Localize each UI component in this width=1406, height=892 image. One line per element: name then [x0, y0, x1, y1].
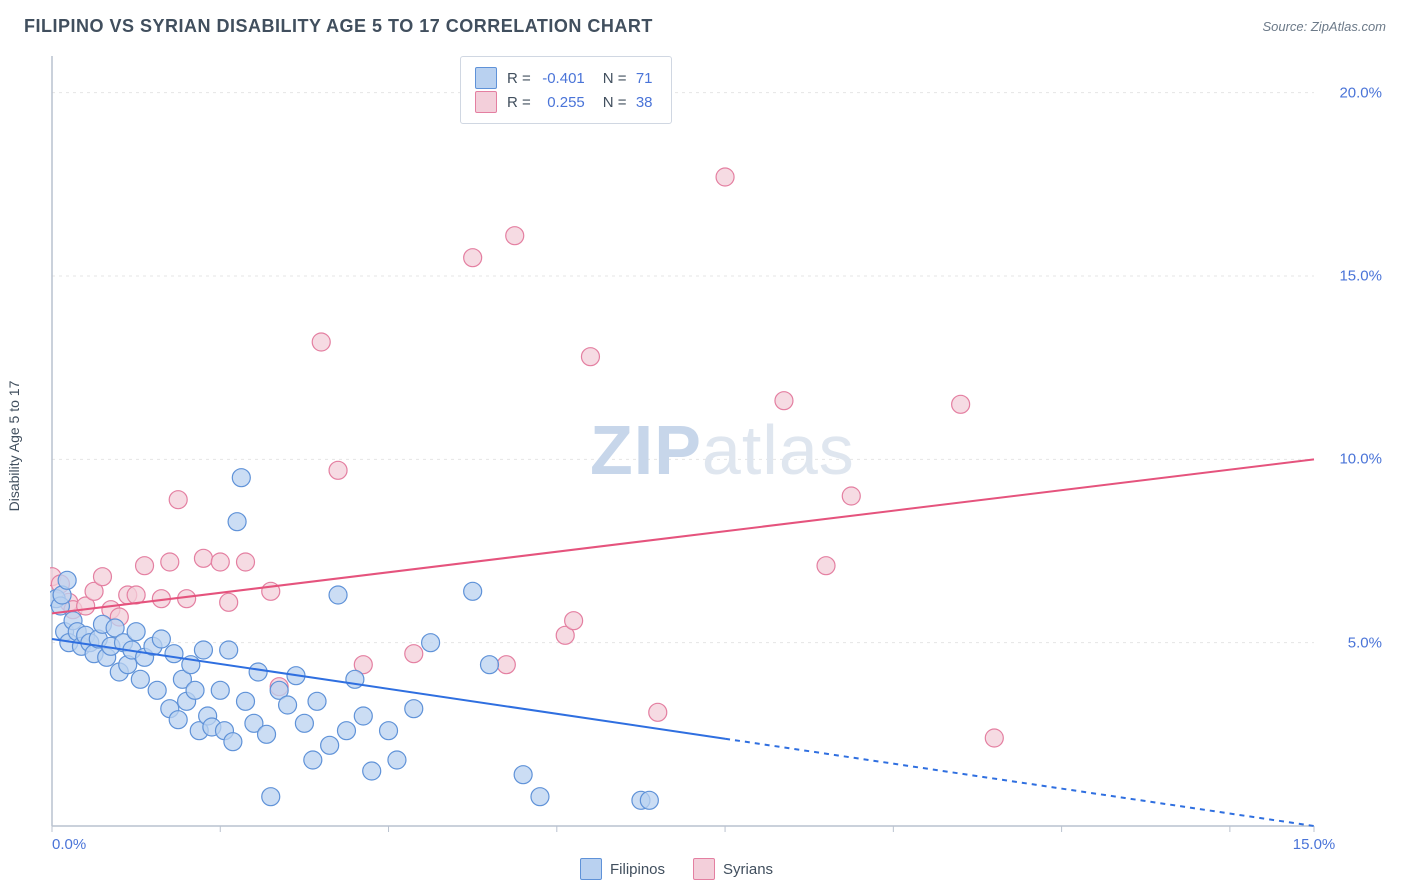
stat-n-label: N = — [603, 94, 627, 111]
stat-row-filipinos: R =-0.401 N =71 — [475, 67, 657, 89]
y-tick-label: 15.0% — [1339, 268, 1382, 285]
legend-label-filipinos: Filipinos — [610, 861, 665, 878]
stat-swatch-syrians — [475, 91, 497, 113]
stat-swatch-filipinos — [475, 67, 497, 89]
bottom-legend: Filipinos Syrians — [580, 858, 773, 880]
legend-swatch-syrians — [693, 858, 715, 880]
stat-r-label: R = — [507, 70, 531, 87]
scatter-chart-svg — [50, 50, 1386, 832]
x-tick-label: 15.0% — [1293, 836, 1336, 853]
chart-title: FILIPINO VS SYRIAN DISABILITY AGE 5 TO 1… — [24, 16, 653, 37]
x-tick-labels: 0.0% 15.0% — [50, 836, 1386, 856]
y-axis-label: Disability Age 5 to 17 — [6, 381, 22, 512]
y-tick-label: 20.0% — [1339, 84, 1382, 101]
y-tick-label: 10.0% — [1339, 451, 1382, 468]
legend-item-syrians: Syrians — [693, 858, 773, 880]
stat-n-value-filipinos: 71 — [627, 70, 657, 87]
stat-n-value-syrians: 38 — [627, 94, 657, 111]
stat-n-label: N = — [603, 70, 627, 87]
stat-r-label: R = — [507, 94, 531, 111]
chart-area: ZIPatlas R =-0.401N =71R =0.255N =38 5.0… — [50, 50, 1386, 832]
stat-r-value-syrians: 0.255 — [531, 94, 589, 111]
stat-r-value-filipinos: -0.401 — [531, 70, 589, 87]
legend-item-filipinos: Filipinos — [580, 858, 665, 880]
source-attribution: Source: ZipAtlas.com — [1262, 19, 1386, 34]
stats-legend-box: R =-0.401 N =71 R =0.255 N =38 — [460, 56, 672, 124]
y-tick-label: 5.0% — [1348, 634, 1382, 651]
stat-row-syrians: R =0.255 N =38 — [475, 91, 657, 113]
legend-label-syrians: Syrians — [723, 861, 773, 878]
x-tick-label: 0.0% — [52, 836, 86, 853]
legend-swatch-filipinos — [580, 858, 602, 880]
chart-header: FILIPINO VS SYRIAN DISABILITY AGE 5 TO 1… — [0, 0, 1406, 47]
